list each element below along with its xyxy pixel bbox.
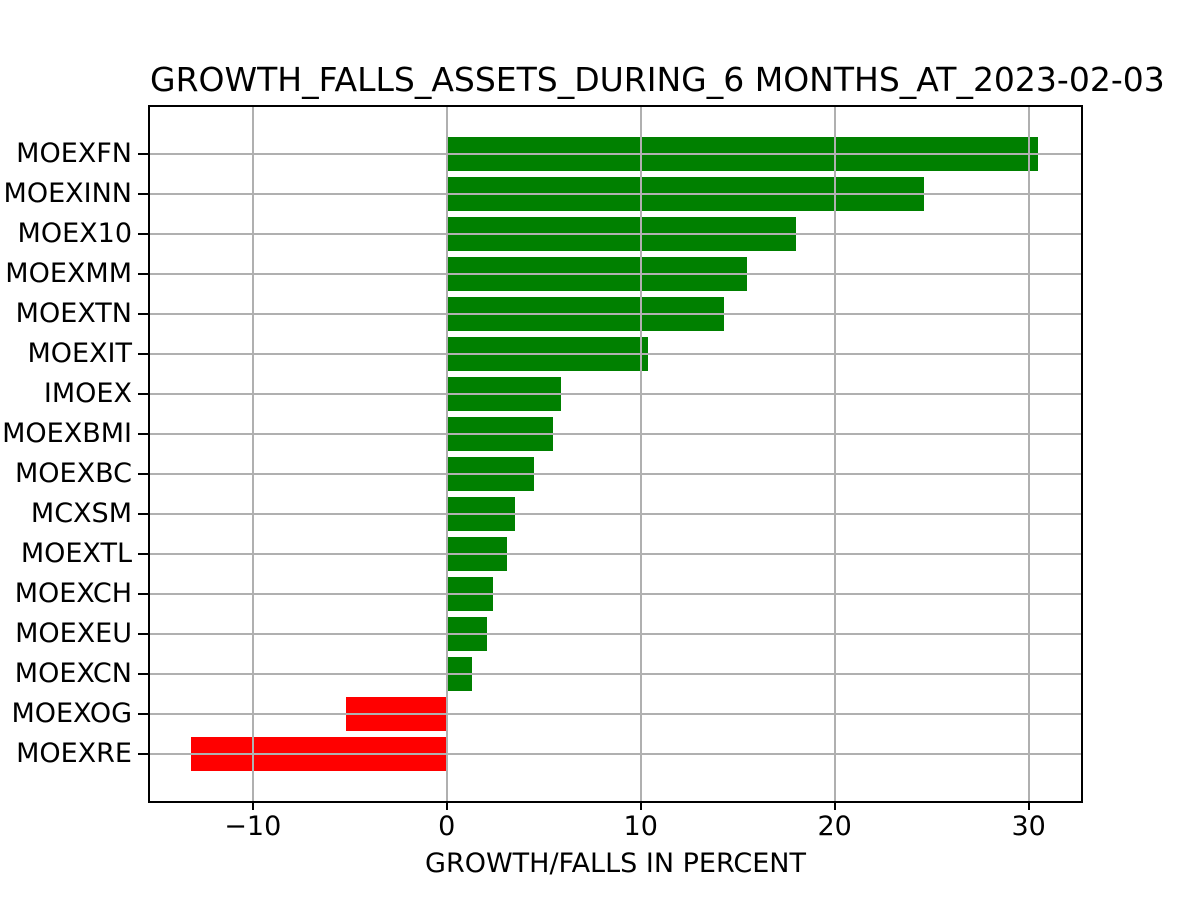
y-category-label-MOEXIT: MOEXIT <box>27 338 132 369</box>
y-gridline-MOEXFN <box>150 153 1081 155</box>
y-category-label-IMOEX: IMOEX <box>43 378 132 409</box>
y-gridline-MOEXMM <box>150 273 1081 275</box>
y-category-label-MOEXTN: MOEXTN <box>15 298 132 329</box>
y-gridline-MOEXOG <box>150 713 1081 715</box>
y-gridline-IMOEX <box>150 393 1081 395</box>
x-axis-title: GROWTH/FALLS IN PERCENT <box>425 848 806 879</box>
y-tick-MOEXCN <box>138 673 148 675</box>
y-tick-MOEXCH <box>138 593 148 595</box>
y-tick-MOEXTN <box>138 313 148 315</box>
y-tick-MOEXOG <box>138 713 148 715</box>
chart-title: GROWTH_FALLS_ASSETS_DURING_6 MONTHS_AT_2… <box>150 60 1165 99</box>
x-tick-0 <box>445 801 448 810</box>
x-gridline-30 <box>1027 107 1030 801</box>
y-category-label-MOEXBC: MOEXBC <box>14 458 132 489</box>
y-gridline-MOEXTN <box>150 313 1081 315</box>
y-category-label-MOEXBMI: MOEXBMI <box>2 418 132 449</box>
y-tick-MOEXMM <box>138 273 148 275</box>
y-gridline-MOEXEU <box>150 633 1081 635</box>
x-tick-20 <box>833 801 836 810</box>
x-gridline-0 <box>445 107 448 801</box>
y-gridline-MOEXTL <box>150 553 1081 555</box>
grid-layer <box>150 107 1081 801</box>
y-tick-MOEXEU <box>138 633 148 635</box>
y-category-label-MOEXCH: MOEXCH <box>14 578 132 609</box>
y-category-label-MOEXOG: MOEXOG <box>11 698 132 729</box>
y-gridline-MOEXCH <box>150 593 1081 595</box>
y-tick-MOEX10 <box>138 233 148 235</box>
y-tick-MOEXBMI <box>138 433 148 435</box>
y-tick-MOEXRE <box>138 753 148 755</box>
x-gridline-10 <box>639 107 642 801</box>
y-category-label-MOEXFN: MOEXFN <box>16 138 132 169</box>
y-gridline-MOEXRE <box>150 753 1081 755</box>
y-tick-MOEXINN <box>138 193 148 195</box>
y-gridline-MOEXIT <box>150 353 1081 355</box>
x-tick-label-30: 30 <box>1011 811 1046 842</box>
y-category-label-MOEX10: MOEX10 <box>17 218 132 249</box>
y-tick-MOEXTL <box>138 553 148 555</box>
y-gridline-MCXSM <box>150 513 1081 515</box>
y-gridline-MOEXBC <box>150 473 1081 475</box>
x-tick-label--10: −10 <box>224 811 282 842</box>
y-category-label-MOEXEU: MOEXEU <box>15 618 132 649</box>
y-category-label-MOEXRE: MOEXRE <box>16 738 132 769</box>
y-category-label-MOEXMM: MOEXMM <box>5 258 132 289</box>
y-tick-MCXSM <box>138 513 148 515</box>
x-tick-label-0: 0 <box>438 811 456 842</box>
y-tick-IMOEX <box>138 393 148 395</box>
x-tick-label-10: 10 <box>623 811 658 842</box>
x-tick-30 <box>1027 801 1030 810</box>
y-gridline-MOEX10 <box>150 233 1081 235</box>
y-tick-MOEXBC <box>138 473 148 475</box>
plot-area <box>148 105 1083 803</box>
y-gridline-MOEXCN <box>150 673 1081 675</box>
x-gridline--10 <box>251 107 254 801</box>
y-category-label-MOEXINN: MOEXINN <box>3 178 132 209</box>
y-tick-MOEXFN <box>138 153 148 155</box>
x-tick-10 <box>639 801 642 810</box>
y-category-label-MOEXTL: MOEXTL <box>20 538 132 569</box>
x-gridline-20 <box>833 107 836 801</box>
x-tick--10 <box>251 801 254 810</box>
y-category-label-MOEXCN: MOEXCN <box>14 658 132 689</box>
y-gridline-MOEXINN <box>150 193 1081 195</box>
y-tick-MOEXIT <box>138 353 148 355</box>
x-tick-label-20: 20 <box>817 811 852 842</box>
y-gridline-MOEXBMI <box>150 433 1081 435</box>
y-category-label-MCXSM: MCXSM <box>30 498 132 529</box>
